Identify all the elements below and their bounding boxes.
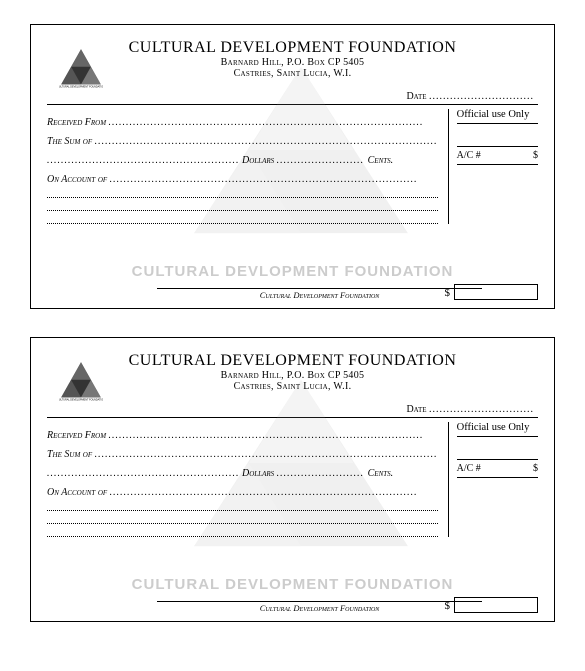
on-account-label: On Account of <box>47 174 107 185</box>
sum-of-field: The Sum of .............................… <box>47 136 438 147</box>
ac-number-row: A/C # $ <box>457 459 538 478</box>
address-line-1: Barnard Hill, P.O. Box CP 5405 <box>47 57 538 68</box>
received-from-field: Received From ..........................… <box>47 430 438 441</box>
blank-line-2 <box>47 523 438 524</box>
date-field: Date .............................. <box>47 91 538 102</box>
watermark-text: CULTURAL DEVLOPMENT FOUNDATION <box>31 263 554 280</box>
receipt-footer: Cultural Development Foundation $ <box>47 288 538 300</box>
cents-label: Cents. <box>368 155 394 166</box>
official-use-label: Official use Only <box>457 422 538 437</box>
official-use-label: Official use Only <box>457 109 538 124</box>
dollars-cents-field: ........................................… <box>47 155 438 166</box>
footer-org-label: Cultural Development Foundation <box>157 288 482 300</box>
left-column: Received From ..........................… <box>47 109 449 224</box>
date-dots: .............................. <box>429 91 534 102</box>
receipt-footer: Cultural Development Foundation $ <box>47 601 538 613</box>
received-from-label: Received From <box>47 117 106 128</box>
total-amount-box <box>454 597 538 613</box>
ac-label: A/C # <box>457 463 481 474</box>
receipt-header: CULTURAL DEVELOPMENT FOUNDATION CULTURAL… <box>47 352 538 392</box>
date-field: Date .............................. <box>47 404 538 415</box>
blank-line-1 <box>47 510 438 511</box>
on-account-field: On Account of ..........................… <box>47 174 438 185</box>
ac-dollar: $ <box>533 463 538 474</box>
on-account-field: On Account of ..........................… <box>47 487 438 498</box>
dollars-label: Dollars <box>242 468 274 479</box>
received-from-label: Received From <box>47 430 106 441</box>
receipt-body: Received From ..........................… <box>47 109 538 224</box>
dollars-cents-field: ........................................… <box>47 468 438 479</box>
total-dollar-sign: $ <box>445 287 451 299</box>
svg-text:CULTURAL DEVELOPMENT FOUNDATIO: CULTURAL DEVELOPMENT FOUNDATION <box>59 86 103 89</box>
foundation-logo-icon: CULTURAL DEVELOPMENT FOUNDATION <box>59 47 103 91</box>
date-label: Date <box>406 91 426 102</box>
sum-of-label: The Sum of <box>47 136 92 147</box>
address-line-2: Castries, Saint Lucia, W.I. <box>47 381 538 392</box>
receipt-header: CULTURAL DEVELOPMENT FOUNDATION CULTURAL… <box>47 39 538 79</box>
left-column: Received From ..........................… <box>47 422 449 537</box>
ac-label: A/C # <box>457 150 481 161</box>
blank-line-3 <box>47 223 438 224</box>
official-use-column: Official use Only A/C # $ <box>449 422 538 537</box>
sum-of-field: The Sum of .............................… <box>47 449 438 460</box>
ac-number-row: A/C # $ <box>457 146 538 165</box>
sum-of-label: The Sum of <box>47 449 92 460</box>
address-line-2: Castries, Saint Lucia, W.I. <box>47 68 538 79</box>
receipt-slip: CULTURAL DEVLOPMENT FOUNDATION CULTURAL … <box>30 24 555 309</box>
foundation-logo-icon: CULTURAL DEVELOPMENT FOUNDATION <box>59 360 103 404</box>
dollars-label: Dollars <box>242 155 274 166</box>
footer-org-label: Cultural Development Foundation <box>157 601 482 613</box>
official-use-column: Official use Only A/C # $ <box>449 109 538 224</box>
address-line-1: Barnard Hill, P.O. Box CP 5405 <box>47 370 538 381</box>
cents-label: Cents. <box>368 468 394 479</box>
watermark-text: CULTURAL DEVLOPMENT FOUNDATION <box>31 576 554 593</box>
received-from-field: Received From ..........................… <box>47 117 438 128</box>
date-dots: .............................. <box>429 404 534 415</box>
blank-line-2 <box>47 210 438 211</box>
date-label: Date <box>406 404 426 415</box>
blank-line-3 <box>47 536 438 537</box>
total-amount-box <box>454 284 538 300</box>
blank-line-1 <box>47 197 438 198</box>
receipt-body: Received From ..........................… <box>47 422 538 537</box>
on-account-label: On Account of <box>47 487 107 498</box>
ac-dollar: $ <box>533 150 538 161</box>
svg-text:CULTURAL DEVELOPMENT FOUNDATIO: CULTURAL DEVELOPMENT FOUNDATION <box>59 399 103 402</box>
total-dollar-sign: $ <box>445 600 451 612</box>
receipt-slip: CULTURAL DEVLOPMENT FOUNDATION CULTURAL … <box>30 337 555 622</box>
org-title: CULTURAL DEVELOPMENT FOUNDATION <box>47 352 538 370</box>
org-title: CULTURAL DEVELOPMENT FOUNDATION <box>47 39 538 57</box>
